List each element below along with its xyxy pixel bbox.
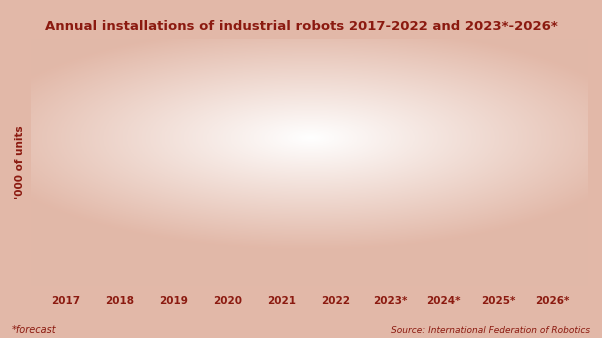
Text: 423: 423 xyxy=(109,159,131,169)
Bar xyxy=(377,103,411,286)
Text: 526: 526 xyxy=(271,127,293,137)
Text: +7% p.a.: +7% p.a. xyxy=(472,65,524,75)
Bar xyxy=(215,166,248,286)
Bar xyxy=(265,123,299,286)
Bar xyxy=(49,163,82,286)
Bar xyxy=(427,94,461,286)
Text: 387: 387 xyxy=(163,170,185,180)
Text: 390: 390 xyxy=(217,169,238,179)
Bar xyxy=(269,123,302,286)
Text: 718: 718 xyxy=(541,68,563,78)
Bar xyxy=(539,64,573,286)
Text: 662: 662 xyxy=(487,85,509,95)
Text: 622: 622 xyxy=(433,97,455,107)
Bar xyxy=(157,167,190,286)
Y-axis label: '000 of units: '000 of units xyxy=(15,126,25,199)
Bar xyxy=(211,166,244,286)
Text: Source: International Federation of Robotics: Source: International Federation of Robo… xyxy=(391,325,590,335)
Bar xyxy=(535,64,569,286)
Text: 553: 553 xyxy=(325,119,347,129)
Text: 400: 400 xyxy=(55,166,76,176)
Text: +5%: +5% xyxy=(323,98,349,108)
Text: *forecast: *forecast xyxy=(12,324,57,335)
Bar xyxy=(161,167,194,286)
Bar xyxy=(323,115,356,286)
Bar xyxy=(481,81,515,286)
Text: 593: 593 xyxy=(379,106,400,116)
Bar xyxy=(373,103,406,286)
Bar xyxy=(431,94,464,286)
Text: Annual installations of industrial robots 2017-2022 and 2023*-2026*: Annual installations of industrial robot… xyxy=(45,20,557,33)
Bar xyxy=(53,163,86,286)
Bar xyxy=(319,115,353,286)
Text: +7%: +7% xyxy=(377,86,403,96)
Bar xyxy=(107,155,140,286)
Bar xyxy=(485,81,518,286)
Bar xyxy=(103,155,137,286)
